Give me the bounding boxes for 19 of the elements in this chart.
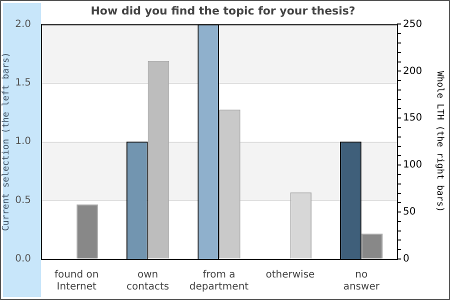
y2-tick-label: 50 [403,206,416,218]
y-tick-label: 0.0 [15,254,31,265]
y2-tick-label: 100 [403,160,422,171]
x-tick-label: own contacts [126,270,170,293]
x-tick-label: found on Internet [54,270,99,293]
x-tick-label: from a department [189,270,249,293]
y-tick-label: 1.5 [15,77,31,88]
y2-axis-title: Whole LTH (the right bars) [434,71,444,212]
y2-tick-label: 150 [403,112,422,124]
y-axis-title: Current selection (the left bars) [2,52,12,232]
chart-title: How did you find the topic for your thesis? [90,4,356,18]
y-tick-label: 0.5 [15,194,31,206]
x-tick-label: otherwise [266,270,315,281]
y-tick-label: 1.0 [15,136,31,148]
y-tick-label: 2.0 [15,18,31,30]
y2-tick-label: 0 [403,254,410,265]
y2-tick-label: 200 [403,66,422,77]
y2-tick-label: 250 [403,18,422,30]
x-tick-label: no answer [343,270,380,293]
